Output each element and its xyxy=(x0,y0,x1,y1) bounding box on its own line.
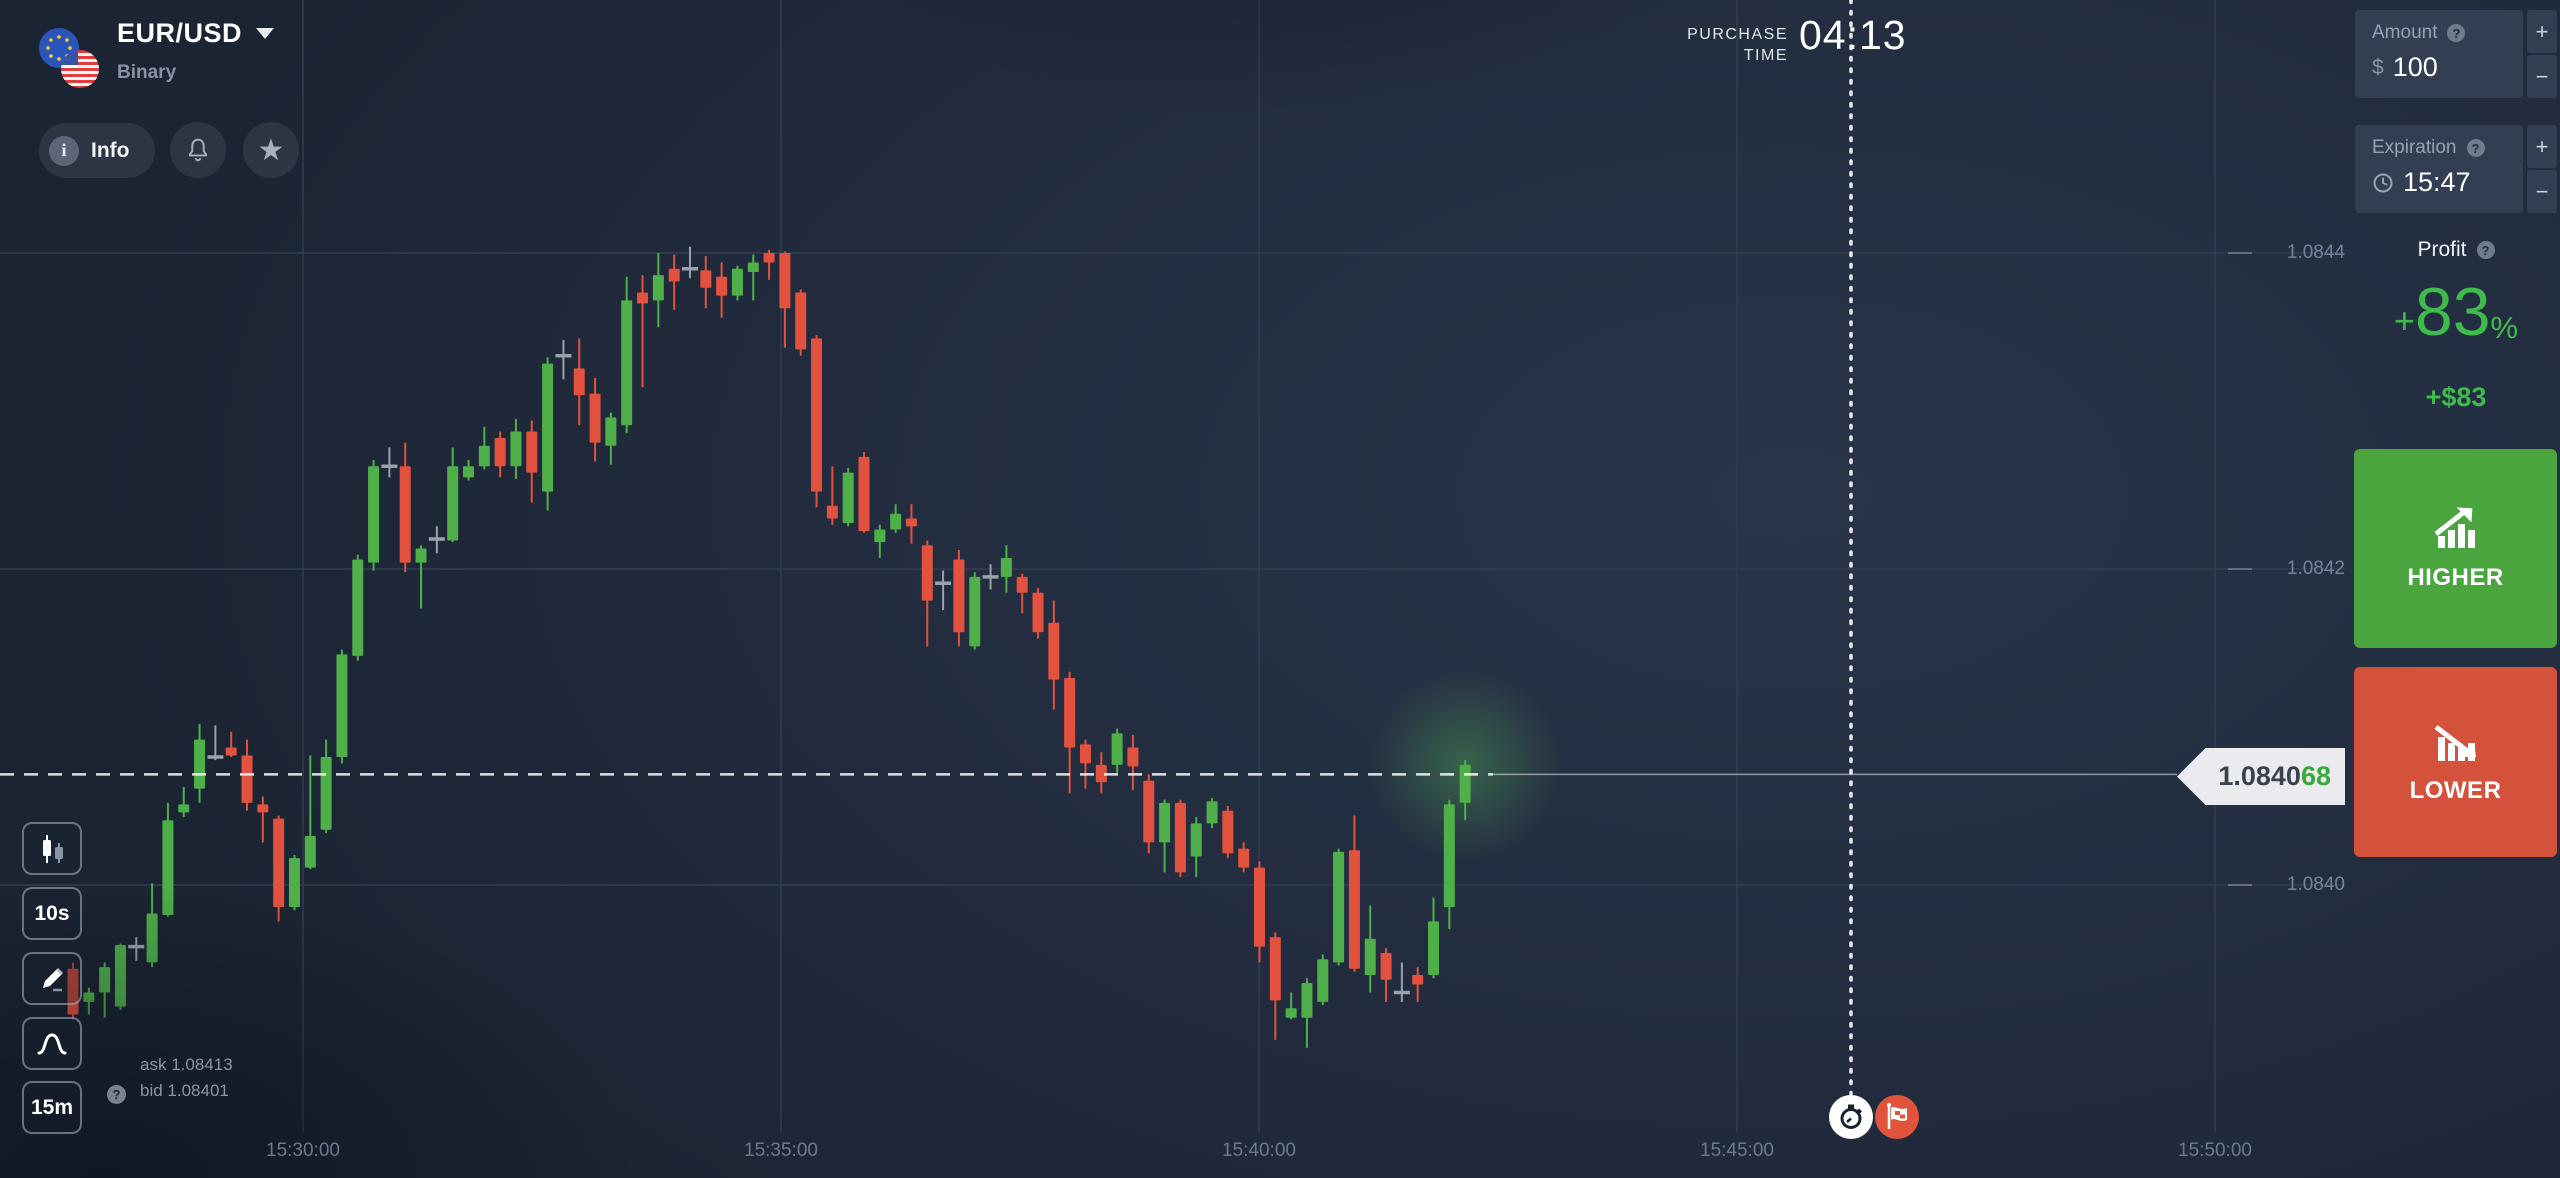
expiration-label: Expiration xyxy=(2372,137,2457,158)
profit-help-icon[interactable]: ? xyxy=(2476,241,2495,259)
draw-tool-button[interactable] xyxy=(22,952,82,1005)
curve-icon xyxy=(37,1032,67,1054)
alert-button[interactable] xyxy=(170,122,226,178)
expiration-decrease-button[interactable]: − xyxy=(2527,170,2557,213)
profit-payout: +$83 xyxy=(2425,382,2487,412)
timeframe-15m-button[interactable]: 15m xyxy=(22,1081,82,1134)
instrument-type-label: Binary xyxy=(117,62,177,83)
lower-button[interactable]: LOWER xyxy=(2354,667,2557,857)
chart-type-button[interactable] xyxy=(22,822,82,875)
pencil-icon xyxy=(43,967,64,991)
purchase-time-marker xyxy=(1829,1095,1873,1139)
asset-selector[interactable]: EUR/USD xyxy=(117,18,275,49)
amount-label: Amount xyxy=(2372,22,2438,43)
pair-name: EUR/USD xyxy=(117,18,243,48)
current-price-tag: 1.0840 68 xyxy=(2177,748,2345,805)
candlestick-icon xyxy=(43,834,63,863)
profit-percent: +83% xyxy=(2393,274,2519,350)
indicator-button[interactable] xyxy=(22,1017,82,1070)
y-axis-label: 1.0842 xyxy=(2286,558,2345,579)
amount-decrease-button[interactable]: − xyxy=(2527,55,2557,98)
purchase-time-label: PURCHASE TIME xyxy=(1687,26,1788,64)
x-axis-label: 15:30:00 xyxy=(266,1140,340,1161)
y-axis-tick xyxy=(2228,252,2252,254)
ask-bid-quote: ask 1.08413 bid 1.08401 xyxy=(140,1055,233,1100)
favorite-button[interactable]: ★ xyxy=(243,122,299,178)
usd-flag-icon xyxy=(61,50,99,88)
chevron-down-icon xyxy=(256,28,275,39)
ask-value: 1.08413 xyxy=(171,1055,233,1074)
y-axis-tick xyxy=(2228,568,2252,570)
y-axis-label: 1.0840 xyxy=(2286,874,2345,895)
chart-down-icon xyxy=(2433,725,2476,761)
purchase-countdown: 04:13 xyxy=(1799,12,1907,58)
higher-button[interactable]: HIGHER xyxy=(2354,449,2557,648)
amount-increase-button[interactable]: + xyxy=(2527,10,2557,53)
expiration-help-icon[interactable]: ? xyxy=(2466,139,2485,157)
profit-header: Profit ? xyxy=(2355,238,2557,262)
chart-up-icon xyxy=(2433,506,2475,548)
amount-help-icon[interactable]: ? xyxy=(2447,24,2466,42)
y-axis-tick xyxy=(2228,884,2252,886)
x-axis-label: 15:45:00 xyxy=(1700,1140,1774,1161)
quote-help-icon[interactable]: ? xyxy=(107,1085,126,1104)
x-axis-label: 15:50:00 xyxy=(2178,1140,2252,1161)
x-axis-label: 15:40:00 xyxy=(1222,1140,1296,1161)
info-icon: i xyxy=(49,135,79,166)
bid-value: 1.08401 xyxy=(167,1081,229,1100)
amount-value[interactable]: 100 xyxy=(2392,52,2438,82)
timeframe-10s-button[interactable]: 10s xyxy=(22,887,82,940)
expiration-panel[interactable]: Expiration ? 15:47 xyxy=(2355,125,2523,213)
expiration-increase-button[interactable]: + xyxy=(2527,125,2557,168)
bell-icon xyxy=(189,138,207,162)
expiration-value[interactable]: 15:47 xyxy=(2403,167,2471,197)
x-axis-label: 15:35:00 xyxy=(744,1140,818,1161)
y-axis-label: 1.0844 xyxy=(2286,242,2345,263)
currency-symbol: $ xyxy=(2372,55,2384,79)
expiration-marker xyxy=(1875,1095,1919,1139)
info-button[interactable]: i Info xyxy=(39,123,156,178)
amount-panel[interactable]: Amount ? $ 100 xyxy=(2355,10,2523,98)
clock-icon xyxy=(2373,173,2393,192)
star-icon: ★ xyxy=(257,133,285,167)
